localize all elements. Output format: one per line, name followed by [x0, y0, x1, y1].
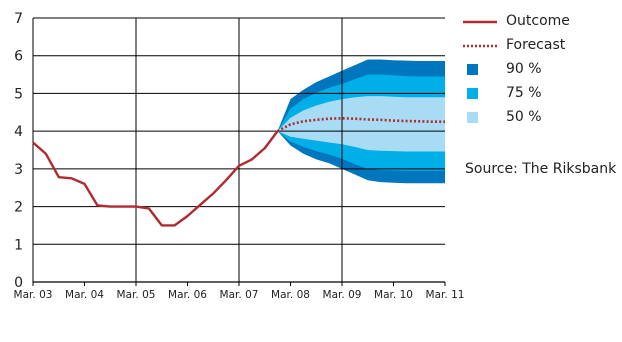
band-75-swatch [467, 88, 478, 99]
x-axis-ticks: Mar. 03 Mar. 04 Mar. 05 Mar. 06 Mar. 07 Mar. … [14, 289, 465, 301]
source-note: Source: The Riksbank [465, 161, 617, 177]
legend-label-forecast: Forecast [506, 37, 566, 53]
y-tick-label: 7 [14, 11, 23, 27]
band-90-swatch [467, 64, 478, 75]
band-50-area [277, 96, 445, 152]
confidence-bands [277, 59, 445, 184]
legend-label-75: 75 % [506, 85, 542, 101]
forecast-dotted-swatch [463, 44, 497, 48]
legend-item-forecast: Forecast [462, 36, 622, 60]
y-tick-label: 0 [14, 275, 23, 291]
legend-item-90: 90 % [462, 60, 622, 84]
legend: Outcome Forecast 90 % 75 % 50 % [462, 12, 622, 132]
series-lines [32, 116, 445, 227]
y-tick-label: 1 [14, 237, 23, 253]
legend-item-75: 75 % [462, 84, 622, 108]
x-tick-label: Mar. 06 [168, 289, 207, 301]
forecast-line [277, 116, 445, 133]
outcome-line-swatch [463, 20, 497, 24]
legend-item-outcome: Outcome [462, 12, 622, 36]
y-tick-label: 2 [14, 200, 23, 216]
legend-label-50: 50 % [506, 109, 542, 125]
y-axis-ticks: 0 1 2 3 4 5 6 7 [14, 11, 23, 291]
legend-item-50: 50 % [462, 108, 622, 132]
band-50-swatch [467, 112, 478, 123]
legend-label-90: 90 % [506, 61, 542, 77]
x-tick-label: Mar. 03 [14, 289, 53, 301]
x-tick-label: Mar. 11 [426, 289, 465, 301]
y-tick-label: 4 [14, 124, 23, 140]
outcome-line [32, 130, 279, 227]
x-tick-label: Mar. 07 [220, 289, 259, 301]
x-tick-label: Mar. 05 [117, 289, 156, 301]
x-tick-label: Mar. 04 [65, 289, 104, 301]
x-tick-label: Mar. 08 [271, 289, 310, 301]
grid-lines [32, 17, 446, 286]
y-tick-label: 6 [14, 49, 23, 65]
y-tick-label: 3 [14, 162, 23, 178]
x-tick-label: Mar. 10 [374, 289, 413, 301]
legend-label-outcome: Outcome [506, 13, 570, 29]
y-tick-label: 5 [14, 86, 23, 102]
x-tick-label: Mar. 09 [323, 289, 362, 301]
